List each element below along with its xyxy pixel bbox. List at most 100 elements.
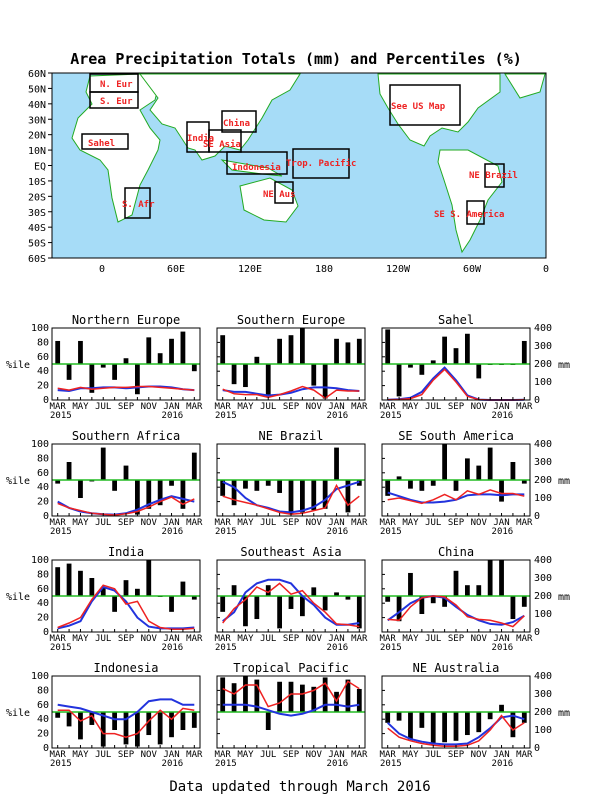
normal-mm-line: [387, 594, 525, 626]
percentile-bar: [123, 712, 129, 745]
x-year-label: 2016: [492, 411, 514, 421]
observed-mm-line: [387, 489, 525, 505]
x-month-label: JAN: [493, 402, 509, 412]
percentile-bar: [243, 676, 248, 712]
percentile-bar: [254, 679, 260, 712]
box-se-asia: [208, 129, 242, 153]
x-month-label: SEP: [283, 518, 300, 528]
percentile-bar: [356, 596, 362, 629]
observed-mm-line: [57, 707, 195, 738]
x-month-label: MAR: [186, 634, 203, 644]
label-s-eur: S. Eur: [100, 97, 133, 107]
y-right-tick-label: 200: [534, 707, 552, 718]
x-month-label: MAR: [380, 518, 397, 528]
y-left-tick-label: 60: [37, 352, 49, 363]
y-right-tick-label: 400: [534, 555, 552, 566]
panel-title: Southern Africa: [72, 429, 180, 443]
x-month-label: MAR: [516, 518, 533, 528]
x-month-label: NOV: [306, 518, 323, 528]
percentile-bar: [487, 712, 493, 720]
percentile-bar: [89, 712, 95, 725]
normal-mm-line: [57, 385, 195, 393]
map-lon-label: 120W: [386, 264, 411, 275]
percentile-bar: [476, 712, 482, 733]
percentile-bar: [476, 465, 482, 480]
percentile-bar: [356, 688, 362, 712]
map-lat-label: 50N: [28, 84, 46, 95]
figure-title: Area Precipitation Totals (mm) and Perce…: [70, 50, 522, 68]
panel-title: Sahel: [438, 313, 474, 327]
x-month-label: NOV: [141, 402, 158, 412]
map-lat-label: 20N: [28, 131, 46, 142]
x-month-label: MAY: [402, 750, 419, 760]
percentile-bar: [430, 360, 436, 364]
percentile-bar: [123, 580, 129, 596]
percentile-bar: [220, 480, 226, 496]
percentile-bar: [419, 712, 425, 728]
percentile-bar: [385, 596, 391, 602]
percentile-bar: [385, 480, 391, 496]
x-month-label: NOV: [471, 518, 488, 528]
percentile-bar: [499, 480, 504, 502]
percentile-bar: [356, 338, 362, 364]
percentile-bar: [430, 596, 436, 604]
x-month-label: MAR: [380, 750, 397, 760]
x-year-label: 2015: [380, 643, 402, 653]
percentile-bar: [100, 587, 106, 596]
x-year-label: 2015: [50, 759, 72, 769]
percentile-bar: [146, 337, 152, 364]
x-month-label: SEP: [118, 750, 135, 760]
y-right-tick-label: 300: [534, 573, 552, 584]
percentile-bar: [322, 677, 328, 712]
x-month-label: SEP: [448, 634, 465, 644]
percentile-bar: [231, 683, 237, 712]
percentile-bar: [299, 684, 305, 712]
normal-mm-line: [222, 386, 360, 397]
percentile-bar: [134, 588, 140, 596]
x-month-label: JUL: [260, 402, 276, 412]
x-month-label: JUL: [260, 750, 276, 760]
normal-mm-line: [387, 366, 525, 401]
box-sahel: [81, 133, 129, 150]
y-left-unit: %ile: [6, 708, 30, 719]
footer-note: Data updated through March 2016: [169, 779, 430, 795]
y-right-tick-label: 0: [534, 395, 540, 406]
label-s-afr: S. Afr: [122, 200, 155, 210]
percentile-bar: [430, 712, 436, 745]
percentile-bar: [476, 364, 482, 379]
percentile-bar: [220, 677, 226, 712]
percentile-bar: [408, 364, 413, 368]
x-month-label: MAY: [72, 634, 89, 644]
x-month-label: MAR: [351, 402, 368, 412]
x-year-label: 2016: [327, 411, 349, 421]
percentile-bar: [385, 712, 391, 723]
y-left-unit: %ile: [6, 592, 30, 603]
percentile-bar: [356, 480, 362, 486]
percentile-bar: [453, 480, 459, 491]
map-lat-label: 30S: [28, 208, 46, 219]
x-month-label: JAN: [328, 750, 344, 760]
percentile-bar: [191, 596, 197, 600]
percentile-bar: [180, 581, 186, 596]
label-ne-brazil: NE Brazil: [469, 170, 518, 181]
percentile-bar: [476, 585, 482, 596]
x-month-label: MAY: [402, 518, 419, 528]
observed-mm-line: [222, 582, 360, 628]
x-month-label: MAY: [237, 402, 254, 412]
x-month-label: JAN: [328, 402, 344, 412]
x-month-label: MAR: [215, 634, 232, 644]
x-month-label: JUL: [95, 634, 111, 644]
x-year-label: 2016: [327, 759, 349, 769]
map-lon-label: 120E: [238, 264, 262, 275]
x-month-label: JUL: [425, 750, 441, 760]
y-right-unit: mm: [558, 592, 570, 603]
percentile-bar: [146, 560, 152, 596]
x-month-label: SEP: [283, 402, 300, 412]
percentile-bar: [254, 356, 260, 364]
observed-mm-line: [222, 385, 360, 400]
x-month-label: MAY: [72, 750, 89, 760]
x-month-label: NOV: [141, 750, 158, 760]
label-se-asia: SE Asia: [203, 139, 241, 150]
